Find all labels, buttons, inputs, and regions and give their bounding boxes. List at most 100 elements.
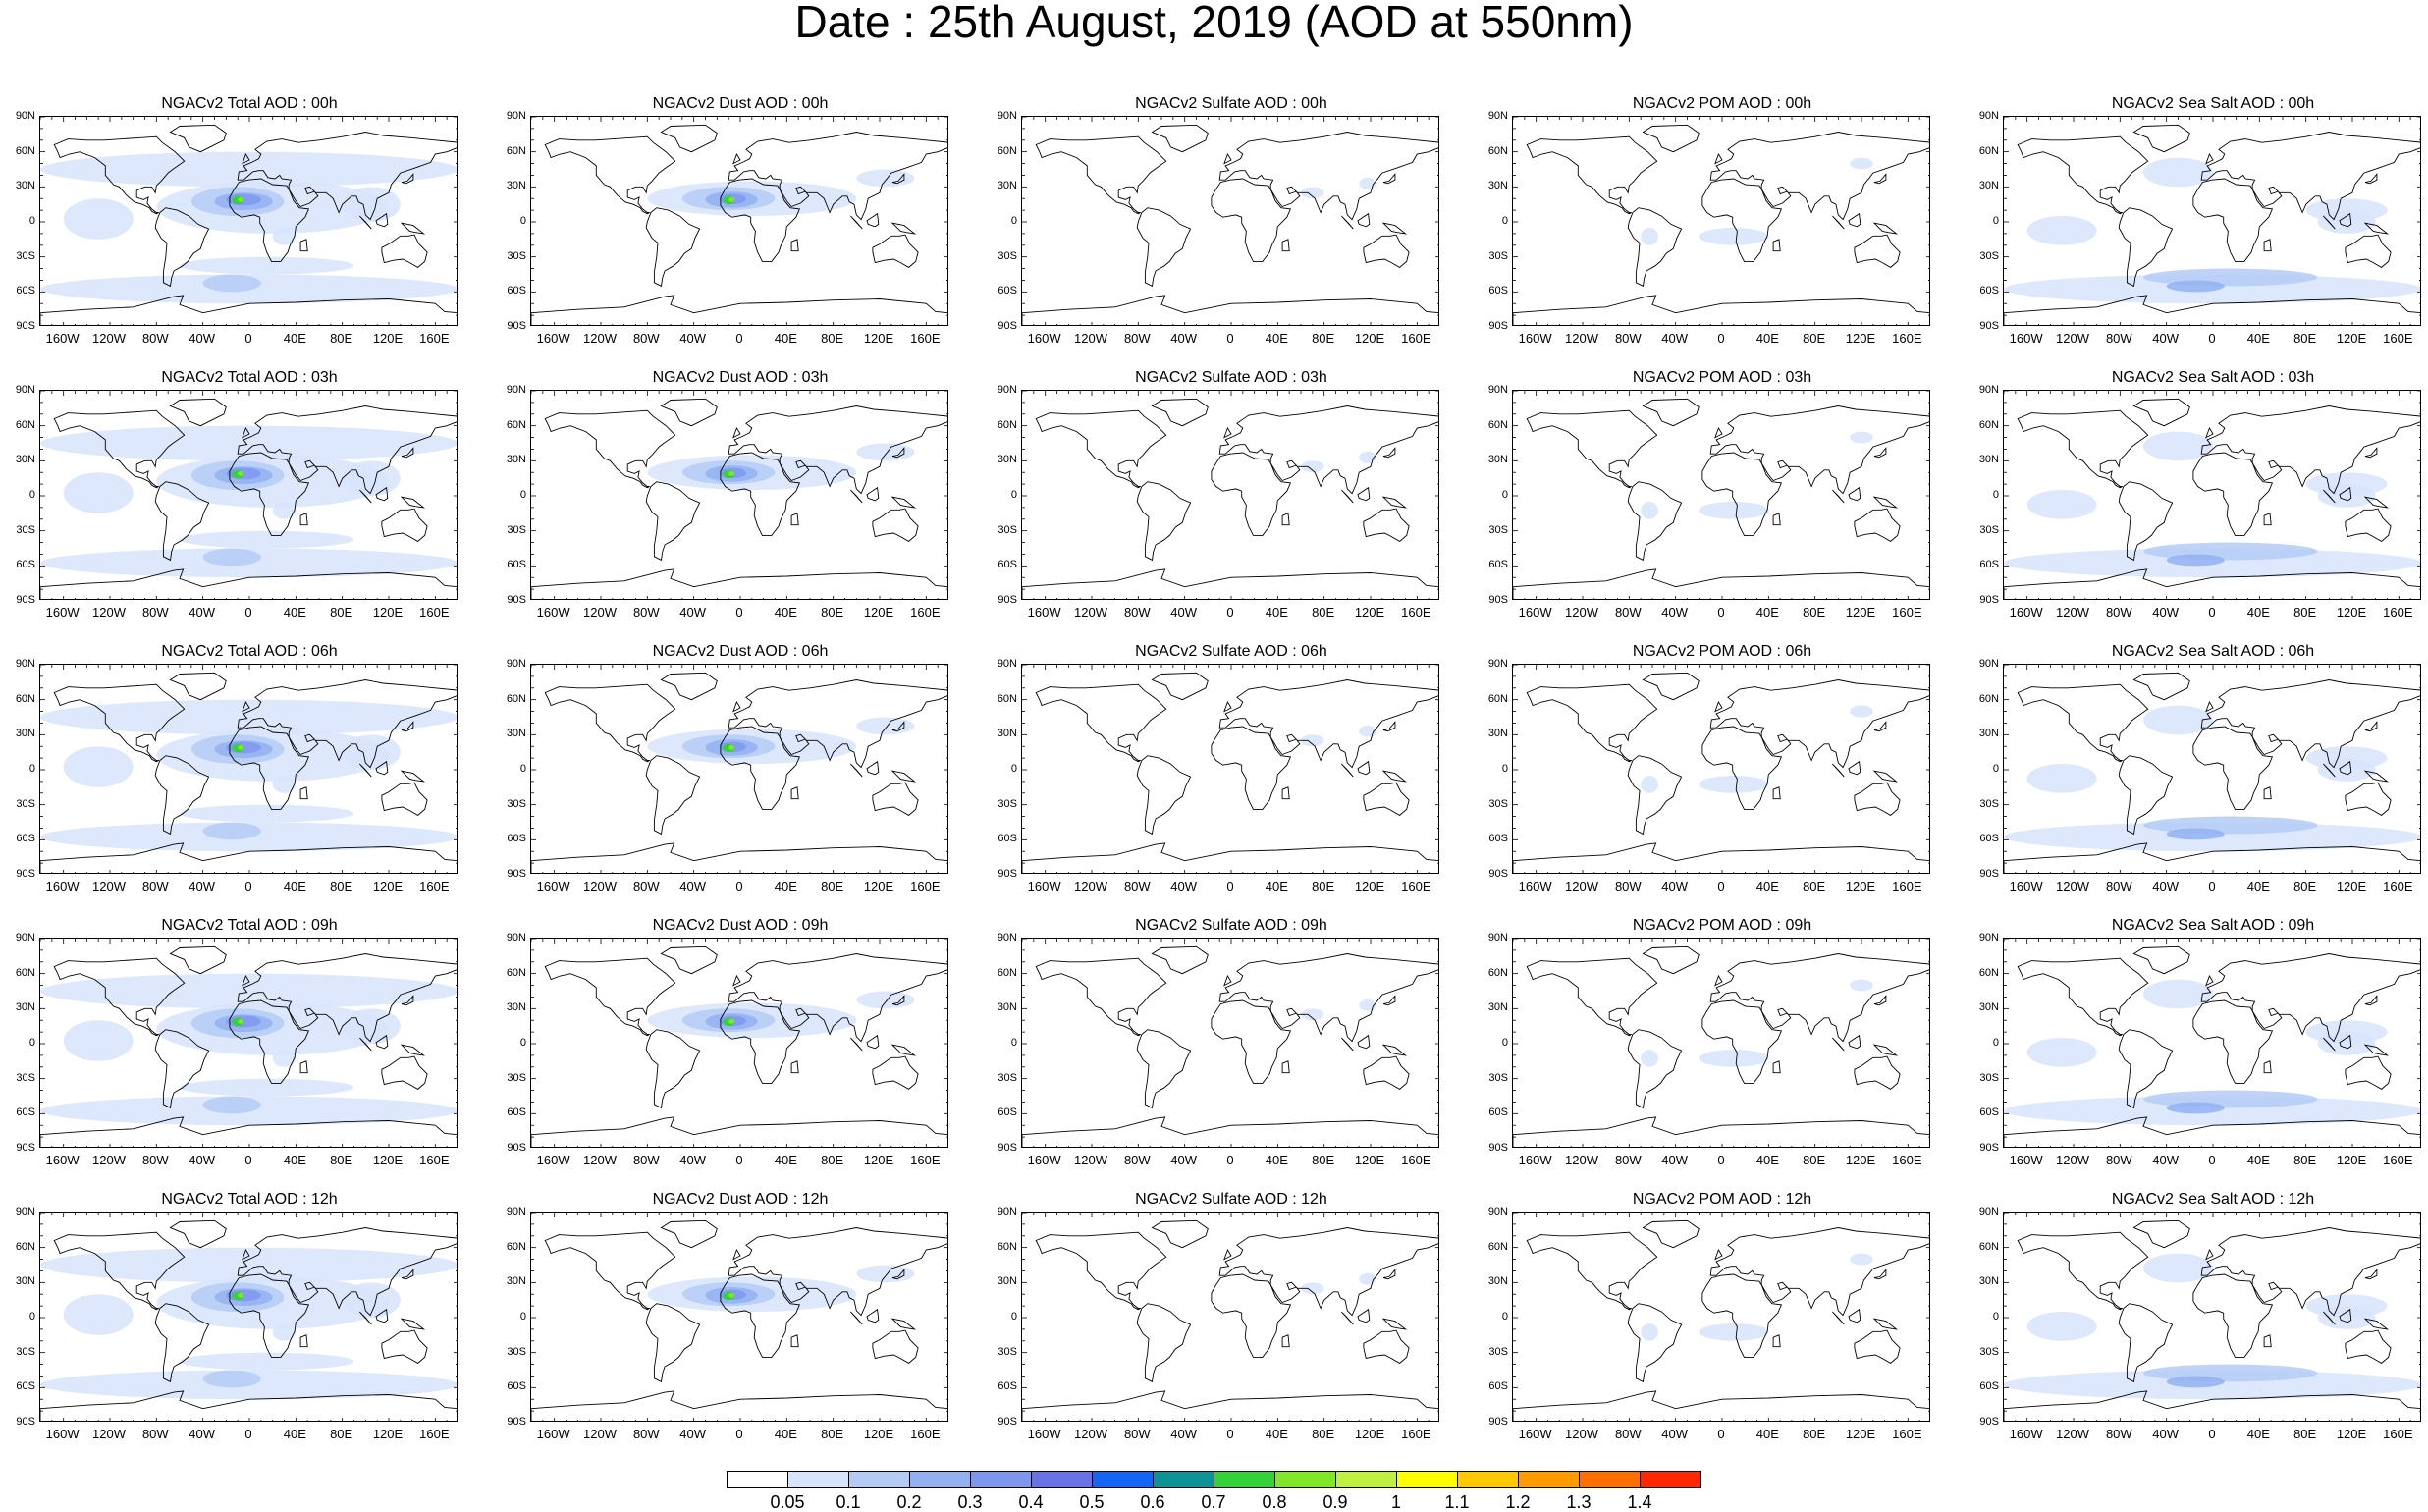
lon-tick-label: 80W: [1123, 331, 1151, 346]
aod-map: [2004, 1213, 2420, 1421]
coastline: [891, 721, 905, 732]
lon-tick-label: 80W: [1614, 1427, 1642, 1441]
aod-field: [728, 1293, 735, 1298]
aod-field: [272, 1323, 297, 1341]
page-title: Date : 25th August, 2019 (AOD at 550nm): [794, 0, 1634, 47]
coastline: [866, 212, 880, 228]
aod-field: [2143, 157, 2213, 188]
lon-tick-label: 160W: [1518, 1427, 1552, 1441]
coastline: [1136, 1303, 1192, 1383]
lat-tick-label: 60S: [998, 285, 1017, 297]
lat-tick-label: 90S: [507, 868, 526, 880]
lon-tick-label: 120E: [2336, 331, 2367, 346]
lat-tick-label: 90N: [15, 658, 35, 670]
coastline: [2205, 1248, 2214, 1261]
aod-field: [2026, 764, 2097, 793]
map-frame: [1021, 390, 1439, 600]
coastline: [1642, 124, 1700, 153]
aod-field: [2317, 1306, 2376, 1329]
lat-tick-label: 30N: [15, 454, 35, 466]
coastline: [790, 513, 799, 526]
aod-field: [1850, 157, 1873, 170]
coastline: [375, 486, 389, 502]
coastline: [2132, 1219, 2190, 1249]
map-frame: [1512, 1212, 1930, 1422]
lat-tick-label: 30N: [997, 728, 1017, 740]
lon-tick-label: 120W: [583, 331, 617, 346]
coastline: [1382, 1269, 1396, 1280]
coastline: [2132, 124, 2190, 153]
lon-tick-label: 160E: [1401, 1427, 1431, 1441]
coastline: [2263, 239, 2272, 252]
lon-tick-label: 160W: [536, 331, 570, 346]
coastline: [2200, 132, 2420, 221]
coastline: [40, 568, 457, 599]
coastline: [169, 398, 227, 427]
coastline: [1772, 239, 1781, 252]
lon-tick-label: 40W: [679, 605, 707, 620]
lat-tick-label: 30N: [1978, 1001, 1999, 1014]
lat-tick-label: 30S: [1979, 1345, 1999, 1358]
lat-tick-label: 30N: [506, 454, 526, 466]
lat-tick-label: 60N: [1487, 966, 1508, 979]
aod-field: [202, 548, 261, 567]
coastline: [2132, 945, 2190, 975]
aod-field: [202, 274, 261, 293]
coastline: [2364, 1269, 2378, 1280]
lat-tick-label: 30S: [507, 249, 526, 262]
coastline: [1357, 1308, 1371, 1323]
coastline: [1381, 1318, 1408, 1330]
colorbar-label: 0.05: [770, 1492, 805, 1512]
lon-tick-label: 160W: [1027, 1427, 1061, 1441]
coastline: [1854, 1329, 1901, 1364]
coastline: [720, 1273, 801, 1358]
lon-tick-label: 160E: [1401, 1153, 1431, 1167]
map-frame: [2003, 938, 2421, 1148]
lon-tick-label: 40E: [2246, 331, 2270, 346]
lat-tick-label: 60N: [1978, 692, 1999, 705]
lon-tick-label: 80W: [2105, 605, 2132, 620]
lat-tick-label: 0: [1501, 215, 1508, 227]
lon-tick-label: 80W: [2105, 1153, 2132, 1167]
coastline: [229, 452, 310, 536]
lon-tick-label: 40E: [774, 1153, 797, 1167]
colorbar-label: 0.1: [836, 1492, 861, 1512]
lat-tick-label: 30N: [997, 1001, 1017, 1014]
lon-tick-label: 120W: [92, 1427, 126, 1441]
lat-tick-label: 90N: [997, 384, 1017, 396]
map-panel: NGACv2 Sea Salt AOD : 12h 90N 60N 30N 0 30S 60…: [1979, 1191, 2428, 1467]
lon-tick-label: 40W: [1170, 1427, 1198, 1441]
lat-tick-label: 0: [28, 215, 35, 227]
aod-map: [2004, 665, 2420, 873]
coastline: [400, 1318, 426, 1330]
lon-tick-label: 80E: [1312, 1153, 1335, 1167]
coastline: [732, 700, 741, 713]
coastline: [1848, 212, 1861, 228]
lon-tick-label: 40W: [189, 1427, 216, 1441]
lon-tick-label: 80E: [1803, 1153, 1826, 1167]
lon-tick-label: 40W: [1170, 879, 1198, 893]
colorbar-label: 1.4: [1627, 1492, 1652, 1512]
coastline: [531, 842, 947, 873]
coastline: [400, 496, 426, 509]
lon-tick-label: 40E: [283, 1153, 306, 1167]
colorbar-swatch: [970, 1471, 1032, 1488]
aod-field: [2166, 554, 2225, 567]
lon-tick-label: 160W: [2009, 331, 2043, 346]
lat-tick-label: 90S: [1979, 320, 1999, 332]
coastline: [2017, 409, 2149, 489]
coastline: [1136, 207, 1192, 288]
lat-tick-label: 90S: [998, 594, 1017, 606]
lat-tick-label: 0: [519, 1037, 526, 1049]
coastline: [544, 683, 676, 763]
lon-tick-label: 40E: [1265, 331, 1288, 346]
lon-tick-label: 80W: [1123, 1427, 1151, 1441]
lon-tick-label: 120W: [1074, 1153, 1107, 1167]
coastline: [544, 957, 676, 1037]
panel-title: NGACv2 Total AOD : 00h: [161, 95, 338, 112]
lat-tick-label: 90N: [506, 932, 526, 944]
coastline: [1381, 770, 1408, 783]
coastline: [1701, 1273, 1783, 1358]
colorbar-swatch: [1274, 1471, 1336, 1488]
aod-field: [272, 775, 297, 793]
